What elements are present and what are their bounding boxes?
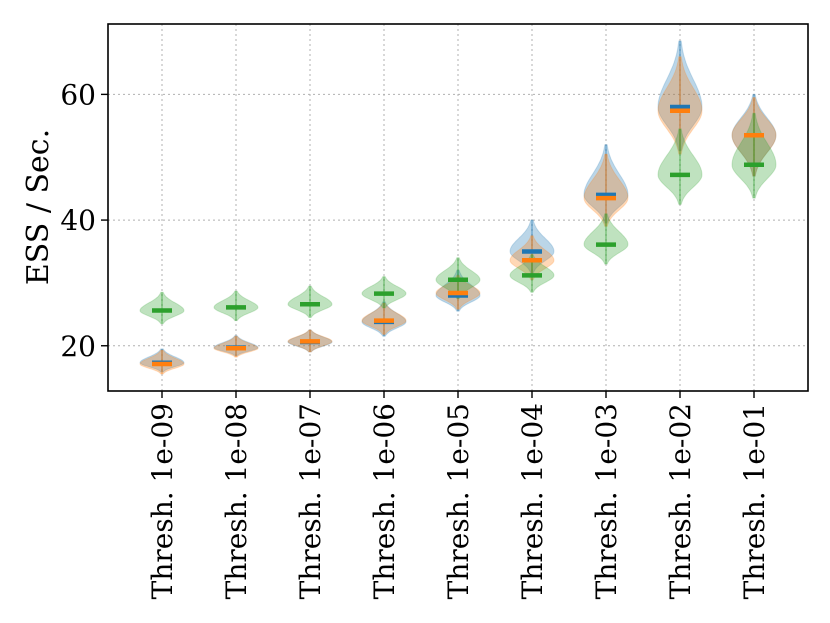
violin-body	[287, 285, 333, 318]
x-tick-label: Thresh. 1e-08	[220, 403, 253, 599]
x-tick-label: Thresh. 1e-09	[146, 403, 179, 599]
y-tick-label: 60	[60, 78, 96, 111]
violin-body	[657, 40, 703, 152]
x-tick-label: Thresh. 1e-07	[294, 403, 327, 599]
y-tick-label: 20	[60, 330, 96, 363]
x-tick-label: Thresh. 1e-01	[738, 403, 771, 599]
x-axis-ticks: Thresh. 1e-09 Thresh. 1e-08 Thresh. 1e-07 T…	[146, 391, 771, 599]
x-tick-label: Thresh. 1e-06	[368, 403, 401, 599]
violin-body	[509, 235, 555, 281]
y-axis-ticks: 20 40 60	[60, 78, 108, 363]
violin-body	[509, 219, 555, 274]
x-tick-label: Thresh. 1e-03	[590, 403, 623, 599]
x-tick-label: Thresh. 1e-05	[442, 403, 475, 599]
y-axis-label: ESS / Sec.	[21, 129, 56, 285]
violin-body	[139, 291, 185, 325]
x-tick-label: Thresh. 1e-02	[664, 403, 697, 599]
y-tick-label: 40	[60, 204, 96, 237]
violin-body	[583, 213, 629, 265]
violin-body	[583, 153, 629, 227]
violin-body	[657, 128, 703, 205]
grid-lines	[108, 24, 808, 391]
violin-body	[731, 112, 777, 199]
x-tick-label: Thresh. 1e-04	[516, 403, 549, 599]
violin-body	[583, 144, 629, 224]
median-markers	[152, 104, 764, 367]
